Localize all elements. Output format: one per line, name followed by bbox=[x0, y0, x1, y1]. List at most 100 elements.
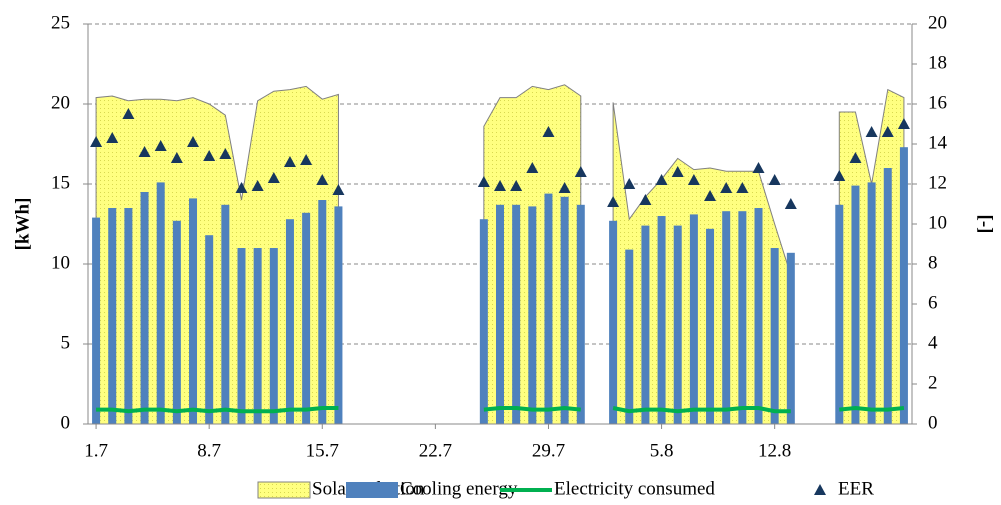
x-tick-label: 1.7 bbox=[84, 440, 108, 461]
bar bbox=[237, 248, 246, 424]
marker bbox=[623, 178, 636, 189]
legend-label: EER bbox=[838, 478, 874, 499]
line bbox=[96, 405, 905, 414]
marker bbox=[332, 184, 345, 195]
bar bbox=[189, 198, 198, 424]
marker bbox=[752, 162, 765, 173]
marker bbox=[187, 136, 200, 147]
marker bbox=[203, 150, 216, 161]
bar bbox=[334, 206, 343, 424]
y2-tick-label: 12 bbox=[928, 172, 947, 193]
marker bbox=[494, 180, 506, 191]
x-tick-label: 22.7 bbox=[419, 440, 452, 461]
marker bbox=[219, 148, 232, 159]
legend-swatch bbox=[257, 481, 311, 499]
y2-tick-label: 14 bbox=[928, 132, 948, 153]
y2-tick-label: 8 bbox=[928, 252, 938, 273]
y-tick-label: 25 bbox=[51, 12, 70, 33]
marker bbox=[235, 182, 248, 193]
marker bbox=[897, 118, 910, 129]
bar bbox=[851, 185, 860, 424]
bar bbox=[285, 219, 294, 424]
bar bbox=[883, 168, 892, 424]
bar bbox=[770, 248, 779, 424]
bar bbox=[92, 217, 101, 424]
bar bbox=[641, 225, 650, 424]
bar bbox=[754, 208, 763, 424]
y-tick-label: 10 bbox=[51, 252, 70, 273]
bar bbox=[560, 196, 569, 424]
bar bbox=[544, 193, 553, 424]
bar bbox=[786, 252, 795, 424]
bar bbox=[689, 214, 698, 424]
y2-axis-label: [-] bbox=[975, 215, 996, 234]
x-tick-label: 5.8 bbox=[650, 440, 674, 461]
marker bbox=[251, 180, 264, 191]
y2-tick-label: 4 bbox=[928, 332, 938, 353]
y2-tick-label: 10 bbox=[928, 212, 947, 233]
y2-tick-label: 6 bbox=[928, 292, 938, 313]
marker bbox=[122, 108, 135, 119]
marker bbox=[687, 174, 700, 185]
bar bbox=[722, 211, 731, 424]
bar bbox=[496, 204, 504, 424]
marker bbox=[138, 146, 151, 157]
y2-tick-label: 20 bbox=[928, 12, 947, 33]
marker bbox=[267, 172, 280, 183]
bar bbox=[124, 208, 133, 424]
bar bbox=[625, 249, 634, 424]
marker bbox=[300, 154, 313, 165]
marker bbox=[526, 162, 539, 173]
x-tick-label: 12.8 bbox=[758, 440, 791, 461]
marker bbox=[768, 174, 781, 185]
bar bbox=[253, 248, 262, 424]
marker bbox=[477, 176, 490, 187]
y-tick-label: 20 bbox=[51, 92, 70, 113]
bar bbox=[140, 192, 149, 424]
legend-label: Electricity consumed bbox=[554, 478, 715, 499]
bar bbox=[706, 228, 715, 424]
bar bbox=[576, 204, 585, 424]
y2-tick-label: 18 bbox=[928, 52, 947, 73]
y-tick-label: 15 bbox=[51, 172, 70, 193]
marker bbox=[865, 126, 878, 137]
x-tick-label: 15.7 bbox=[306, 440, 339, 461]
marker bbox=[170, 152, 183, 163]
bar bbox=[528, 206, 537, 424]
marker bbox=[784, 198, 797, 209]
y2-tick-label: 2 bbox=[928, 372, 938, 393]
marker bbox=[833, 170, 846, 181]
y-axis-label: [kWh] bbox=[12, 198, 33, 251]
bar bbox=[835, 204, 844, 424]
marker bbox=[316, 174, 329, 185]
x-tick-label: 8.7 bbox=[197, 440, 221, 461]
marker bbox=[283, 156, 296, 167]
bar bbox=[609, 220, 618, 424]
bar bbox=[657, 216, 666, 424]
marker bbox=[704, 190, 717, 201]
marker bbox=[671, 166, 684, 177]
marker bbox=[881, 126, 894, 137]
marker bbox=[720, 182, 733, 193]
marker bbox=[655, 174, 668, 185]
bar bbox=[269, 248, 278, 424]
bar bbox=[738, 211, 747, 424]
bar bbox=[479, 219, 488, 424]
y-tick-label: 5 bbox=[61, 332, 71, 353]
marker bbox=[90, 136, 103, 147]
y2-tick-label: 16 bbox=[928, 92, 947, 113]
y2-tick-label: 0 bbox=[928, 412, 938, 433]
bar bbox=[899, 147, 908, 424]
legend-swatch bbox=[346, 482, 398, 498]
marker bbox=[154, 140, 167, 151]
marker bbox=[639, 194, 652, 205]
legend-swatch bbox=[814, 484, 826, 495]
marker bbox=[736, 182, 749, 193]
marker bbox=[106, 132, 119, 143]
marker bbox=[574, 166, 587, 177]
marker bbox=[849, 152, 862, 163]
bar bbox=[205, 235, 214, 424]
marker bbox=[558, 182, 571, 193]
bar bbox=[318, 200, 327, 424]
